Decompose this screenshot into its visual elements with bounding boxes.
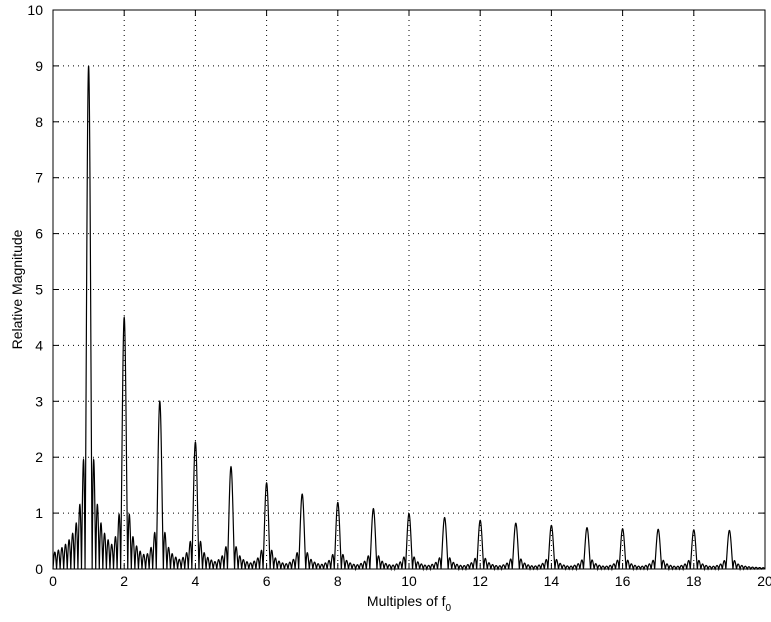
y-tick-label: 3 [35, 393, 43, 409]
x-tick-label: 4 [192, 573, 200, 589]
x-tick-label: 10 [401, 573, 417, 589]
y-tick-label: 2 [35, 449, 43, 465]
x-axis-title-text: Multiples of f [367, 593, 446, 609]
series [53, 66, 765, 569]
x-tick-label: 2 [120, 573, 128, 589]
spectrum-series-line [53, 66, 765, 569]
y-tick-label: 1 [35, 505, 43, 521]
y-tick-label: 0 [35, 561, 43, 577]
grid [53, 10, 765, 569]
x-tick-label: 8 [334, 573, 342, 589]
x-tick-label: 0 [49, 573, 57, 589]
x-tick-label: 16 [615, 573, 631, 589]
y-tick-label: 9 [35, 58, 43, 74]
y-tick-label: 10 [27, 2, 43, 18]
y-tick-label: 7 [35, 170, 43, 186]
y-tick-label: 6 [35, 226, 43, 242]
x-tick-label: 14 [544, 573, 560, 589]
x-tick-label: 12 [472, 573, 488, 589]
x-tick-label: 18 [686, 573, 702, 589]
x-tick-label: 20 [757, 573, 771, 589]
y-tick-label: 5 [35, 282, 43, 298]
y-axis-title: Relative Magnitude [9, 229, 25, 349]
x-tick-label: 6 [263, 573, 271, 589]
y-tick-label: 8 [35, 114, 43, 130]
x-axis-title-subscript: 0 [446, 603, 452, 614]
y-tick-label: 4 [35, 337, 43, 353]
x-axis-title: Multiples of f0 [367, 593, 452, 614]
